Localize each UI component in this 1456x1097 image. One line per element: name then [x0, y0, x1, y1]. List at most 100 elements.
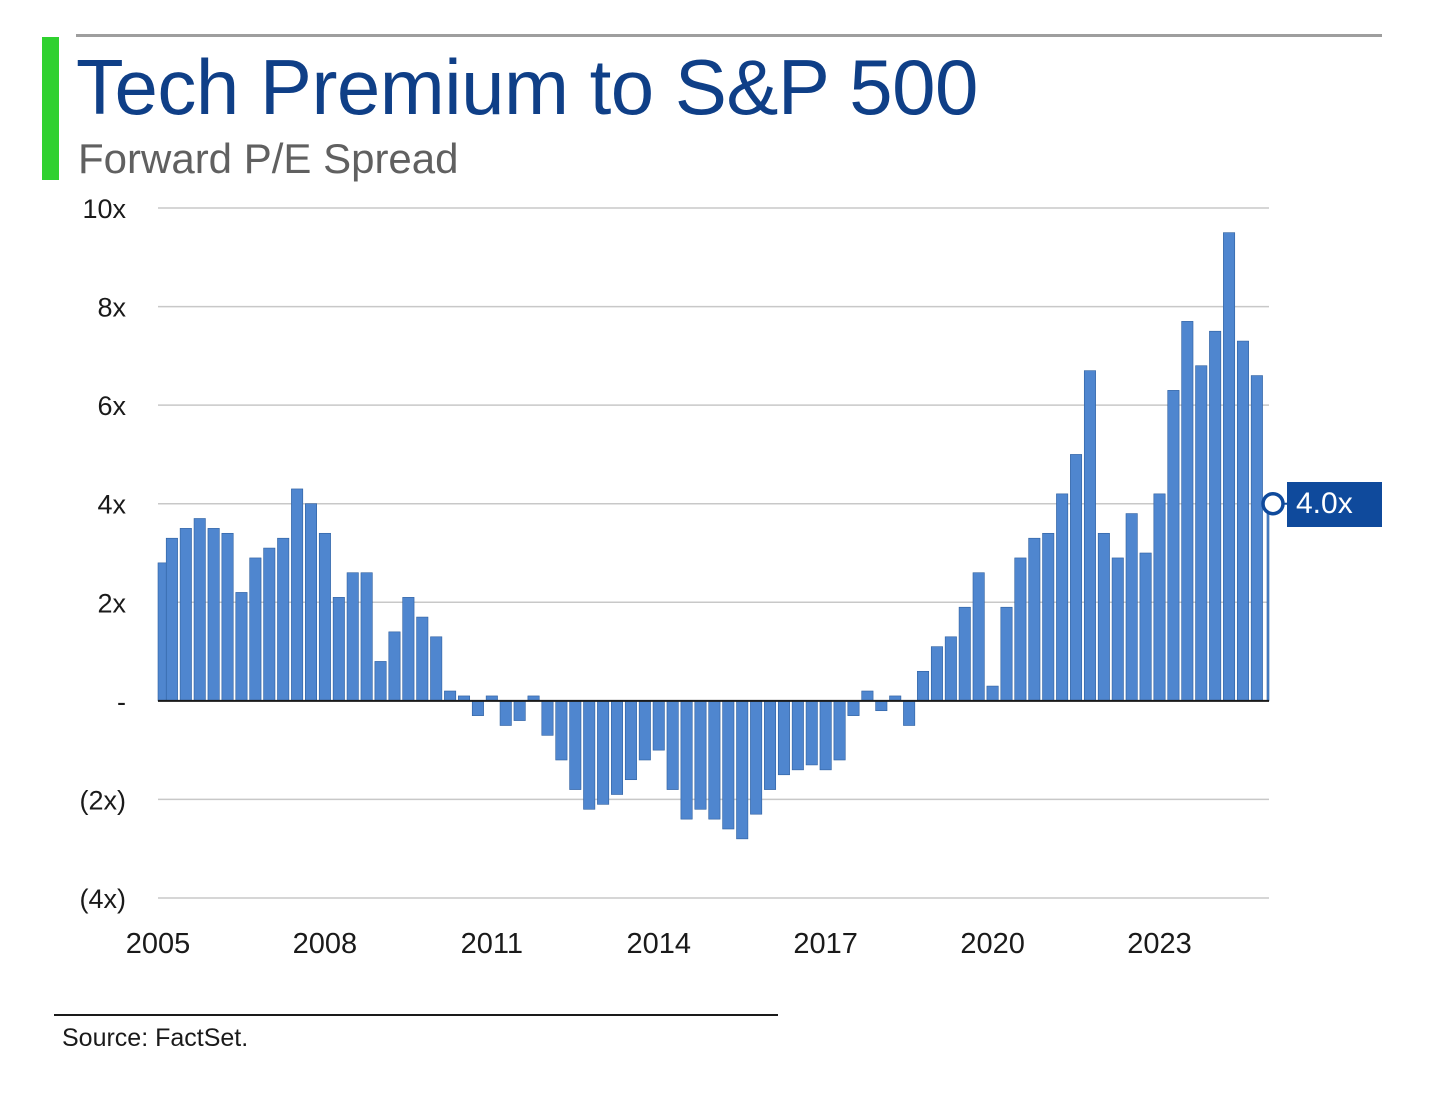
bar: [736, 700, 749, 840]
bar: [235, 592, 248, 702]
chart-title: Tech Premium to S&P 500: [76, 43, 978, 131]
bar: [930, 646, 943, 702]
latest-value-marker-group: [1261, 491, 1287, 516]
bar: [750, 700, 763, 815]
bar: [249, 557, 262, 702]
bar: [346, 572, 359, 702]
bar: [1250, 375, 1263, 702]
y-tick-labels: 10x 8x 6x 4x 2x - (2x) (4x): [80, 194, 127, 914]
bar: [875, 700, 888, 712]
bar: [777, 700, 790, 776]
bar: [1014, 557, 1027, 702]
bar: [611, 700, 624, 795]
bar: [1181, 321, 1194, 702]
bar: [638, 700, 651, 761]
bar: [332, 597, 345, 702]
bar: [1083, 370, 1096, 702]
bar: [221, 532, 234, 702]
x-tick-label: 2023: [1127, 928, 1192, 960]
bar: [986, 685, 999, 702]
x-tick-label: 2017: [793, 928, 858, 960]
bar: [1097, 532, 1110, 702]
bar: [1125, 513, 1138, 702]
bar: [1223, 232, 1236, 702]
bar: [805, 700, 818, 766]
y-tick-label: 10x: [82, 194, 126, 224]
y-tick-label: 8x: [97, 293, 126, 323]
bar: [1070, 454, 1083, 702]
bar: [541, 700, 554, 736]
bar: [597, 700, 610, 805]
x-tick-label: 2008: [293, 928, 358, 960]
bar: [666, 700, 679, 790]
bar: [722, 700, 735, 830]
bar: [694, 700, 707, 810]
accent-bar: [42, 37, 59, 180]
latest-value-label: 4.0x: [1296, 486, 1353, 520]
bar: [861, 690, 874, 702]
x-tick-label: 2020: [960, 928, 1025, 960]
source-rule: [54, 1014, 778, 1016]
x-tick-label: 2014: [626, 928, 691, 960]
bar: [764, 700, 777, 790]
bar: [1056, 493, 1069, 702]
bar: [1139, 552, 1152, 702]
bar: [374, 661, 387, 702]
bar: [444, 690, 457, 702]
x-tick-label: 2011: [461, 928, 523, 960]
bar: [1167, 390, 1180, 702]
bar: [624, 700, 637, 781]
bar: [847, 700, 860, 716]
bar: [833, 700, 846, 761]
bar: [917, 670, 930, 702]
bar: [1042, 532, 1055, 702]
y-tick-label: 2x: [97, 588, 126, 618]
latest-value-callout: [1287, 481, 1382, 527]
bar: [1236, 340, 1249, 702]
bar: [207, 528, 220, 702]
bar: [1111, 557, 1124, 702]
bar: [791, 700, 804, 771]
bar: [360, 572, 373, 702]
top-rule: [76, 34, 1382, 37]
x-tick-label: 2005: [126, 928, 191, 960]
bar: [1195, 365, 1208, 702]
bar: [819, 700, 832, 771]
x-tick-labels: 2005 2008 2011 2014 2017 2020 2023: [126, 928, 1192, 960]
source-note: Source: FactSet.: [62, 1024, 249, 1052]
bar: [291, 488, 304, 702]
bar: [1000, 606, 1013, 702]
bar: [499, 700, 512, 726]
bar: [1209, 330, 1222, 702]
bar: [583, 700, 596, 810]
bar: [972, 572, 985, 702]
bar: [165, 537, 178, 702]
bar: [193, 518, 206, 702]
bar: [680, 700, 693, 820]
bar: [652, 700, 665, 751]
bar: [179, 528, 192, 702]
bar: [1153, 493, 1166, 702]
bar-series: [157, 232, 1270, 840]
y-tick-label: 4x: [97, 490, 126, 520]
bar: [388, 631, 401, 702]
y-tick-label: (4x): [80, 884, 127, 914]
bar: [402, 597, 415, 702]
bar: [958, 606, 971, 702]
bar: [277, 537, 290, 702]
bar: [1266, 503, 1270, 702]
bar: [1028, 537, 1041, 702]
bar: [555, 700, 568, 761]
bar: [305, 503, 317, 702]
bar: [430, 636, 443, 702]
latest-value-marker: [1261, 491, 1285, 516]
y-tick-label: -: [117, 687, 126, 717]
bar: [416, 616, 429, 702]
bar: [263, 547, 276, 702]
y-tick-label: 6x: [97, 391, 126, 421]
bar: [318, 532, 331, 702]
chart-subtitle: Forward P/E Spread: [78, 135, 459, 182]
bar: [513, 700, 526, 721]
bar: [708, 700, 721, 820]
